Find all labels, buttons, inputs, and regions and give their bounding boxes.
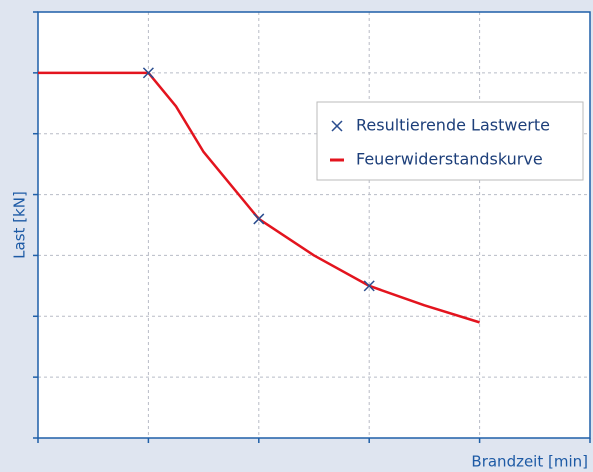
legend-label: Resultierende Lastwerte — [356, 116, 550, 135]
frame — [37, 11, 591, 439]
y-axis-label: Last [kN] — [11, 191, 29, 259]
plot-area — [38, 12, 590, 438]
marker — [142, 67, 154, 79]
legend-marker — [331, 120, 343, 132]
marker — [253, 213, 265, 225]
legend-label: Feuerwiderstandskurve — [356, 150, 543, 169]
x-axis-label: Brandzeit [min] — [471, 453, 588, 471]
legend-box — [316, 101, 584, 181]
marker — [363, 280, 375, 292]
curve — [38, 71, 480, 324]
